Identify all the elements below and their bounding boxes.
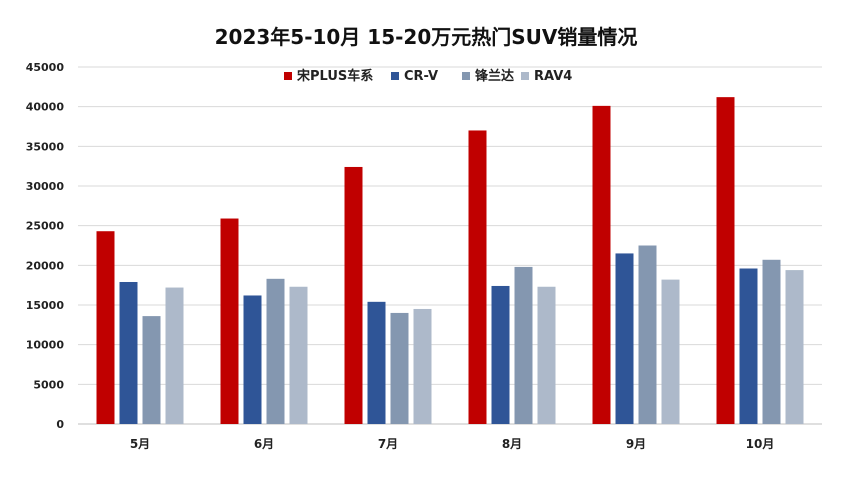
y-tick-label: 30000: [26, 180, 65, 193]
x-category-label: 10月: [746, 437, 775, 451]
y-tick-label: 10000: [26, 339, 65, 352]
bar: [220, 218, 239, 424]
bar: [165, 287, 184, 424]
y-axis-ticks: 0 5000 10000 15000 20000 25000 30000 35000 40000…: [26, 61, 65, 431]
bar: [266, 278, 285, 424]
x-axis-categories: 5月 6月 7月 8月 9月 10月: [130, 437, 775, 451]
legend-label: 锋兰达: [475, 68, 514, 84]
legend-swatch: [521, 72, 529, 80]
bar: [142, 316, 161, 424]
y-tick-label: 15000: [26, 299, 65, 312]
legend-swatch: [284, 72, 292, 80]
x-category-label: 5月: [130, 437, 150, 451]
bar: [537, 286, 556, 424]
x-category-label: 9月: [626, 437, 646, 451]
bar: [413, 308, 432, 424]
y-tick-label: 20000: [26, 259, 65, 272]
bar: [96, 231, 115, 424]
bar: [491, 285, 510, 424]
bar: [468, 130, 487, 424]
bar: [785, 270, 804, 424]
bar: [592, 105, 611, 424]
bar: [716, 97, 735, 424]
bar: [615, 253, 634, 424]
bar: [367, 301, 386, 424]
legend-swatch: [462, 72, 470, 80]
y-tick-label: 25000: [26, 220, 65, 233]
bar: [638, 245, 657, 424]
bar: [390, 312, 409, 424]
legend-label: 宋PLUS车系: [296, 68, 373, 84]
x-category-label: 7月: [378, 437, 398, 451]
gridlines: [78, 66, 822, 425]
chart-title: 2023年5-10月 15-20万元热门SUV销量情况: [215, 25, 638, 49]
legend-label: CR-V: [404, 69, 438, 84]
bar: [739, 268, 758, 424]
bar: [243, 295, 262, 424]
bar: [289, 286, 308, 424]
bar: [762, 259, 781, 424]
bar: [514, 266, 533, 424]
bars: [96, 97, 804, 424]
legend: 宋PLUS车系 CR-V 锋兰达 RAV4: [284, 68, 572, 84]
legend-label: RAV4: [534, 69, 572, 84]
y-tick-label: 45000: [26, 61, 65, 74]
y-tick-label: 40000: [26, 101, 65, 114]
x-category-label: 8月: [502, 437, 522, 451]
y-tick-label: 0: [56, 418, 64, 431]
legend-swatch: [391, 72, 399, 80]
bar: [119, 281, 138, 424]
y-tick-label: 5000: [33, 378, 64, 391]
y-tick-label: 35000: [26, 140, 65, 153]
x-category-label: 6月: [254, 437, 274, 451]
bar: [661, 279, 680, 424]
bar: [344, 166, 363, 424]
